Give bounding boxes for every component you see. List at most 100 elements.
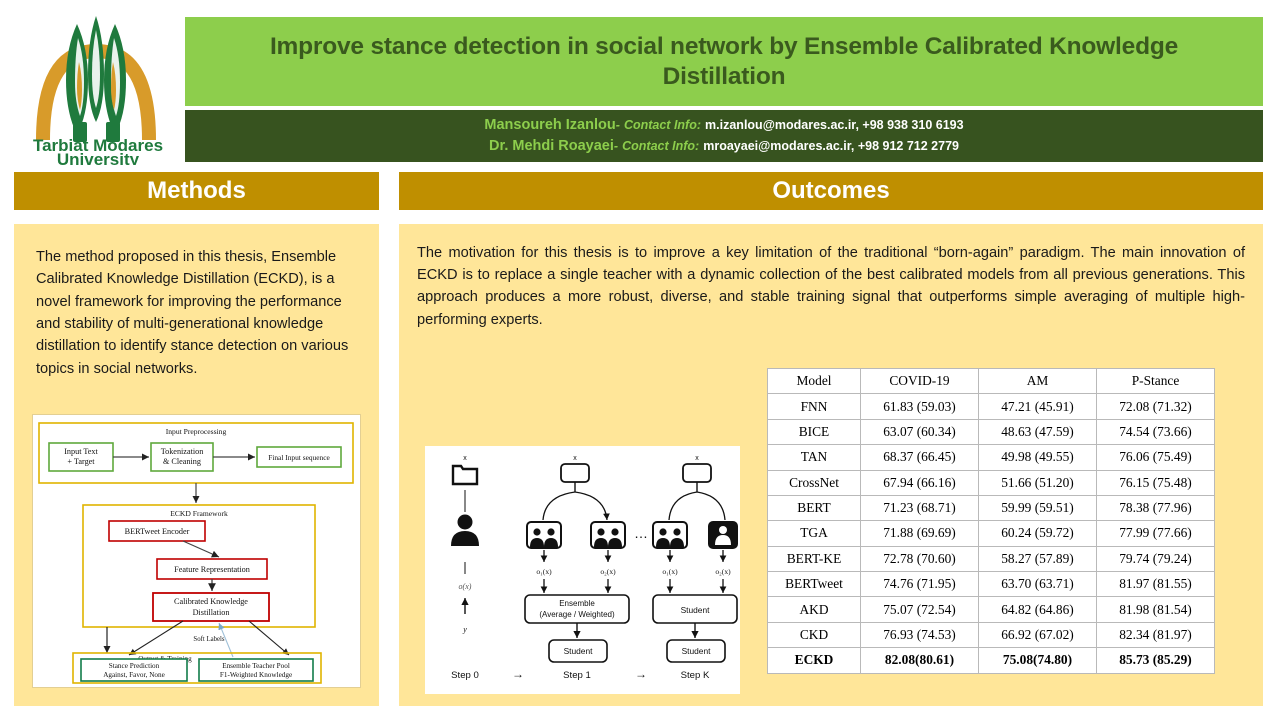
- am-cell: 59.99 (59.51): [978, 494, 1097, 522]
- methods-body-text: The method proposed in this thesis, Ense…: [36, 249, 349, 377]
- node-calibrated-kd: [152, 592, 270, 622]
- model-cell: BERTweet: [767, 570, 861, 598]
- results-table-container: Model COVID-19 AM P-Stance FNN 61.83 (59.…: [767, 367, 1215, 674]
- stepk-student-box: [666, 639, 726, 663]
- node-tokenization-line2: & Cleaning: [163, 457, 201, 466]
- outcomes-body-text: The motivation for this thesis is to imp…: [417, 245, 1245, 328]
- page-title: Improve stance detection in social netwo…: [269, 33, 1179, 90]
- node-input-text-line1: Input Text: [64, 447, 98, 456]
- stepk-student-label: Student: [682, 646, 712, 656]
- logo-line1: Tarbiat Modares: [33, 136, 163, 155]
- contact-label-1: Contact Info:: [623, 117, 702, 132]
- arrow-ckd-to-stance: [128, 620, 184, 656]
- column-header-model: Model: [767, 367, 861, 395]
- step1-student-label: Student: [564, 646, 594, 656]
- covid-cell: 68.37 (66.45): [860, 444, 979, 471]
- poster-header: Tarbiat Modares University Improve stanc…: [0, 0, 1280, 168]
- covid-cell: 63.07 (60.34): [860, 418, 979, 446]
- table-row: CrossNet 67.94 (66.16) 51.66 (51.20) 76.15 …: [767, 469, 1215, 496]
- teacher-group-icon-2: [590, 521, 626, 549]
- model-cell: FNN: [767, 393, 861, 420]
- born-again-ensemble-steps-figure: x o(x) y Step 0 → x: [425, 446, 740, 694]
- step1-input-box: [560, 463, 590, 483]
- university-logo: Tarbiat Modares University: [18, 10, 178, 165]
- table-row: ECKD 82.08(80.61) 75.08(74.80) 85.73 (85.29…: [767, 647, 1215, 674]
- node-input-text-line2: + Target: [67, 457, 95, 466]
- arrow-ckd-to-pool: [248, 620, 290, 656]
- author-row-1: Mansoureh Izanlou- Contact Info: m.izanl…: [484, 115, 963, 136]
- node-tokenization-line1: Tokenization: [161, 447, 204, 456]
- node-final-input-label: Final Input sequence: [268, 453, 330, 462]
- stepk-caption: Step K: [681, 670, 710, 681]
- pstance-cell: 78.38 (77.96): [1096, 494, 1215, 522]
- step1-ensemble-line1: Ensemble: [559, 599, 595, 608]
- node-stance-prediction: [80, 658, 188, 682]
- person-icon: [451, 514, 479, 546]
- covid-cell: 67.94 (66.16): [860, 469, 979, 496]
- group-label-input-preprocessing: Input Preprocessing: [166, 427, 227, 436]
- author-contact-banner: Mansoureh Izanlou - Contact Info: m.izanl…: [185, 110, 1263, 162]
- covid-cell: 71.88 (69.69): [860, 520, 979, 547]
- step1-out2-label: o₂(x): [600, 567, 616, 576]
- table-row: TAN 68.37 (66.45) 49.98 (49.55) 76.06 (75.4…: [767, 444, 1215, 471]
- arrow-step1-to-stepk: →: [635, 667, 647, 681]
- node-ensemble-teacher-pool-line2: F1-Weighted Knowledge: [220, 671, 292, 679]
- contact-label-2: Contact Info:: [622, 139, 700, 153]
- table-row: BICE 63.07 (60.34) 48.63 (47.59) 74.54 (73.…: [767, 418, 1215, 446]
- covid-cell: 76.93 (74.53): [860, 621, 979, 649]
- node-bertweet-encoder: [108, 520, 206, 542]
- model-cell: AKD: [767, 596, 861, 623]
- am-cell: 75.08(74.80): [978, 647, 1097, 674]
- column-header-covid: COVID-19: [860, 367, 979, 395]
- arrow-encoder-to-feature: [182, 540, 220, 558]
- table-header-row: Model COVID-19 AM P-Stance: [767, 367, 1215, 395]
- step0-output-label: o(x): [459, 582, 472, 591]
- am-cell: 51.66 (51.20): [978, 469, 1097, 496]
- arrow-step0-to-step1: →: [512, 667, 524, 681]
- leaf-inner: [77, 62, 116, 110]
- pstance-cell: 77.99 (77.66): [1096, 520, 1215, 547]
- outcomes-panel: The motivation for this thesis is to imp…: [399, 224, 1263, 706]
- step1-out1-label: o₁(x): [536, 567, 552, 576]
- am-cell: 47.21 (45.91): [978, 393, 1097, 420]
- contact-value-2: mroayaei@modares.ac.ir, +98 912 712 2779: [703, 139, 959, 153]
- arrow-softlabels-feedback: [218, 622, 234, 658]
- node-final-input: [256, 446, 342, 468]
- node-ensemble-teacher-pool-line1: Ensemble Teacher Pool: [222, 662, 290, 670]
- stepk-combine-label: Student: [681, 605, 711, 615]
- model-cell: CKD: [767, 621, 861, 649]
- logo-svg: Tarbiat Modares University: [33, 16, 163, 165]
- step1-caption: Step 1: [563, 670, 591, 681]
- student-person-icon: [708, 521, 738, 549]
- contact-value-1: m.izanlou@modares.ac.ir, +98 938 310 619…: [705, 117, 964, 132]
- am-cell: 63.70 (63.71): [978, 570, 1097, 598]
- outcomes-section-header: Outcomes: [399, 172, 1263, 210]
- step1-ensemble-line2: (Average / Weighted): [539, 610, 615, 619]
- table-row: BERTweet 74.76 (71.95) 63.70 (63.71) 81.97 …: [767, 570, 1215, 598]
- node-calibrated-kd-line1: Calibrated Knowledge: [174, 597, 248, 606]
- stepk-input-label: x: [695, 455, 699, 462]
- author-name-2: Dr. Mehdi Roayaei: [489, 138, 614, 154]
- am-cell: 66.92 (67.02): [978, 621, 1097, 649]
- eckd-architecture-figure: Input Preprocessing Input Text + Target …: [32, 414, 361, 688]
- node-feature-representation-label: Feature Representation: [174, 565, 250, 574]
- am-cell: 49.98 (49.55): [978, 444, 1097, 471]
- author-name-1: Mansoureh Izanlou: [484, 116, 616, 133]
- group-label-eckd-framework: ECKD Framework: [170, 509, 228, 518]
- table-row: BERT-KE 72.78 (70.60) 58.27 (57.89) 79.74 (…: [767, 545, 1215, 573]
- edge-label-soft-labels: Soft Labels: [193, 636, 225, 643]
- step0-caption: Step 0: [451, 670, 479, 681]
- model-cell: TAN: [767, 444, 861, 471]
- step0-input-label: x: [463, 455, 467, 462]
- node-calibrated-kd-line2: Distillation: [193, 608, 230, 617]
- am-cell: 58.27 (57.89): [978, 545, 1097, 573]
- outcomes-heading-label: Outcomes: [772, 177, 890, 204]
- table-row: TGA 71.88 (69.69) 60.24 (59.72) 77.99 (77.6…: [767, 520, 1215, 547]
- arch-shape: [36, 44, 156, 140]
- stepk-out1-label: o₁(x): [662, 567, 678, 576]
- model-cell: BERT: [767, 494, 861, 522]
- am-cell: 60.24 (59.72): [978, 520, 1097, 547]
- stepk-branch-right: [696, 491, 726, 521]
- covid-cell: 71.23 (68.71): [860, 494, 979, 522]
- author-separator-2: -: [613, 139, 619, 153]
